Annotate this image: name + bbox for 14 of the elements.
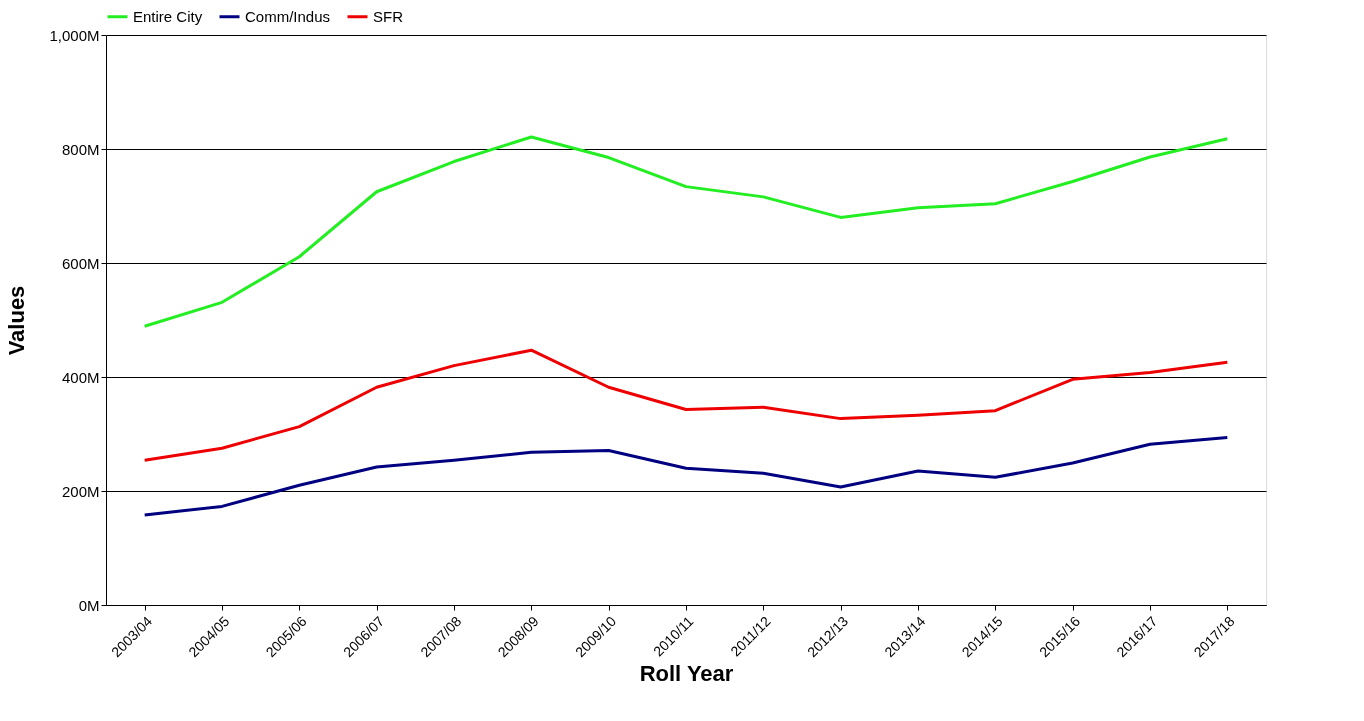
legend-label: Entire City (133, 7, 203, 25)
line-series (143, 135, 1229, 328)
line-series (143, 435, 1229, 517)
y-axis-title: Values (4, 285, 30, 356)
y-tick-label: 1,000M (49, 26, 100, 44)
line-series (143, 348, 1229, 462)
legend-label: Comm/Indus (245, 7, 331, 25)
y-tick-label: 0M (78, 596, 100, 614)
x-axis-title: Roll Year (639, 661, 734, 687)
y-tick-label: 600M (61, 254, 100, 272)
y-tick-label: 200M (61, 482, 100, 500)
y-tick-label: 800M (61, 140, 100, 158)
legend-label: SFR (373, 7, 404, 25)
y-tick-label: 400M (61, 368, 100, 386)
